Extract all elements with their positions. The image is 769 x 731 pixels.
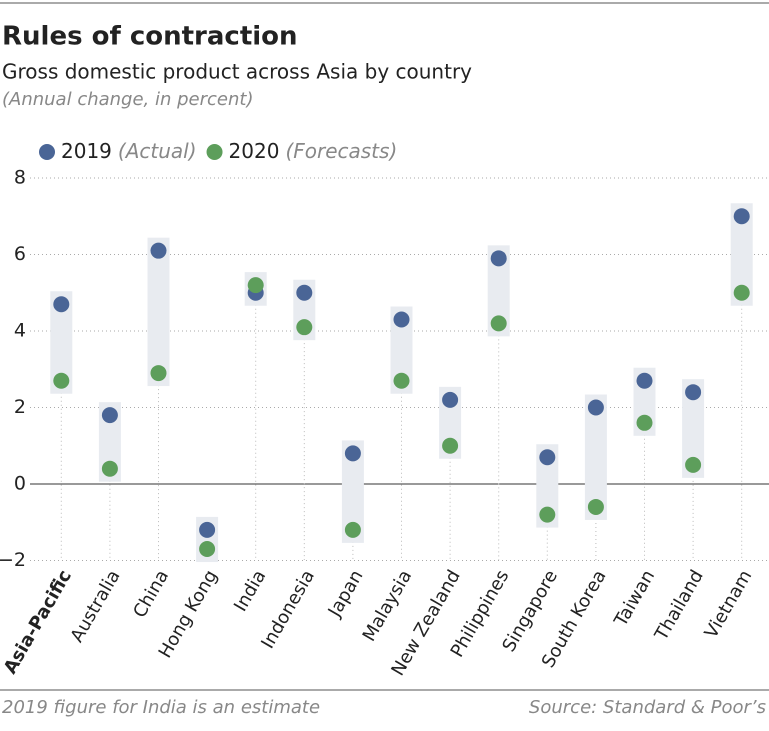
range-bar [147, 237, 170, 387]
legend-note: (Forecasts) [285, 139, 397, 163]
unit-note: (Annual change, in percent) [2, 89, 254, 110]
dot [539, 506, 556, 523]
footnote: 2019 figure for India is an estimate [2, 697, 320, 718]
legend-name: 2019 [61, 139, 112, 163]
range-bar [390, 306, 413, 394]
range-bar [730, 203, 753, 306]
legend-label: 2020 (Forecasts) [229, 139, 398, 163]
range-bar [50, 291, 73, 394]
x-tick-label: Australia [67, 567, 125, 646]
legend-swatch [39, 144, 55, 160]
x-tick-label: Taiwan [610, 567, 659, 631]
dot [733, 208, 750, 225]
dot [296, 284, 313, 301]
range-bar [536, 444, 559, 528]
dot [199, 541, 216, 558]
dot [685, 384, 702, 401]
x-tick-label: China [129, 567, 173, 622]
y-tick-label: 6 [14, 243, 26, 265]
dot [490, 315, 507, 332]
dot [199, 521, 216, 538]
source: Source: Standard & Poor’s [529, 697, 766, 718]
y-tick-label: 4 [14, 320, 26, 342]
dot [636, 414, 653, 431]
x-tick-label: Thailand [650, 567, 707, 645]
dot [150, 365, 167, 382]
legend-note: (Actual) [118, 139, 197, 163]
dot [101, 460, 118, 477]
dot [53, 372, 70, 389]
range-bar [487, 245, 510, 337]
dot [539, 449, 556, 466]
chart-subtitle: Gross domestic product across Asia by co… [2, 60, 472, 84]
legend-name: 2020 [229, 139, 280, 163]
dot [442, 437, 459, 454]
dot [636, 372, 653, 389]
y-tick-label: 8 [14, 167, 26, 189]
dot [150, 242, 167, 259]
range-bar [682, 379, 705, 478]
x-tick-label: Asia-Pacific [0, 567, 76, 678]
dot [344, 445, 361, 462]
chart-title: Rules of contraction [2, 22, 298, 52]
dot [344, 521, 361, 538]
dot [490, 250, 507, 267]
x-tick-label: Japan [324, 567, 368, 622]
dot [733, 284, 750, 301]
x-tick-label: Vietnam [701, 567, 757, 642]
dot [53, 296, 70, 313]
range-bar [341, 440, 364, 543]
dot [393, 311, 410, 328]
y-tick-label: 0 [14, 473, 26, 495]
dot [587, 498, 604, 515]
range-bar [584, 394, 607, 520]
dot [587, 399, 604, 416]
dot [685, 456, 702, 473]
dot [247, 277, 264, 294]
dot [393, 372, 410, 389]
dot [101, 407, 118, 424]
range-bar [98, 402, 121, 482]
legend-label: 2019 (Actual) [61, 139, 197, 163]
dot [296, 319, 313, 336]
x-tick-label: India [230, 567, 270, 616]
y-tick-label: 2 [14, 396, 26, 418]
legend-swatch [206, 144, 223, 160]
y-tick-label: −2 [0, 549, 26, 571]
dot [442, 391, 459, 408]
